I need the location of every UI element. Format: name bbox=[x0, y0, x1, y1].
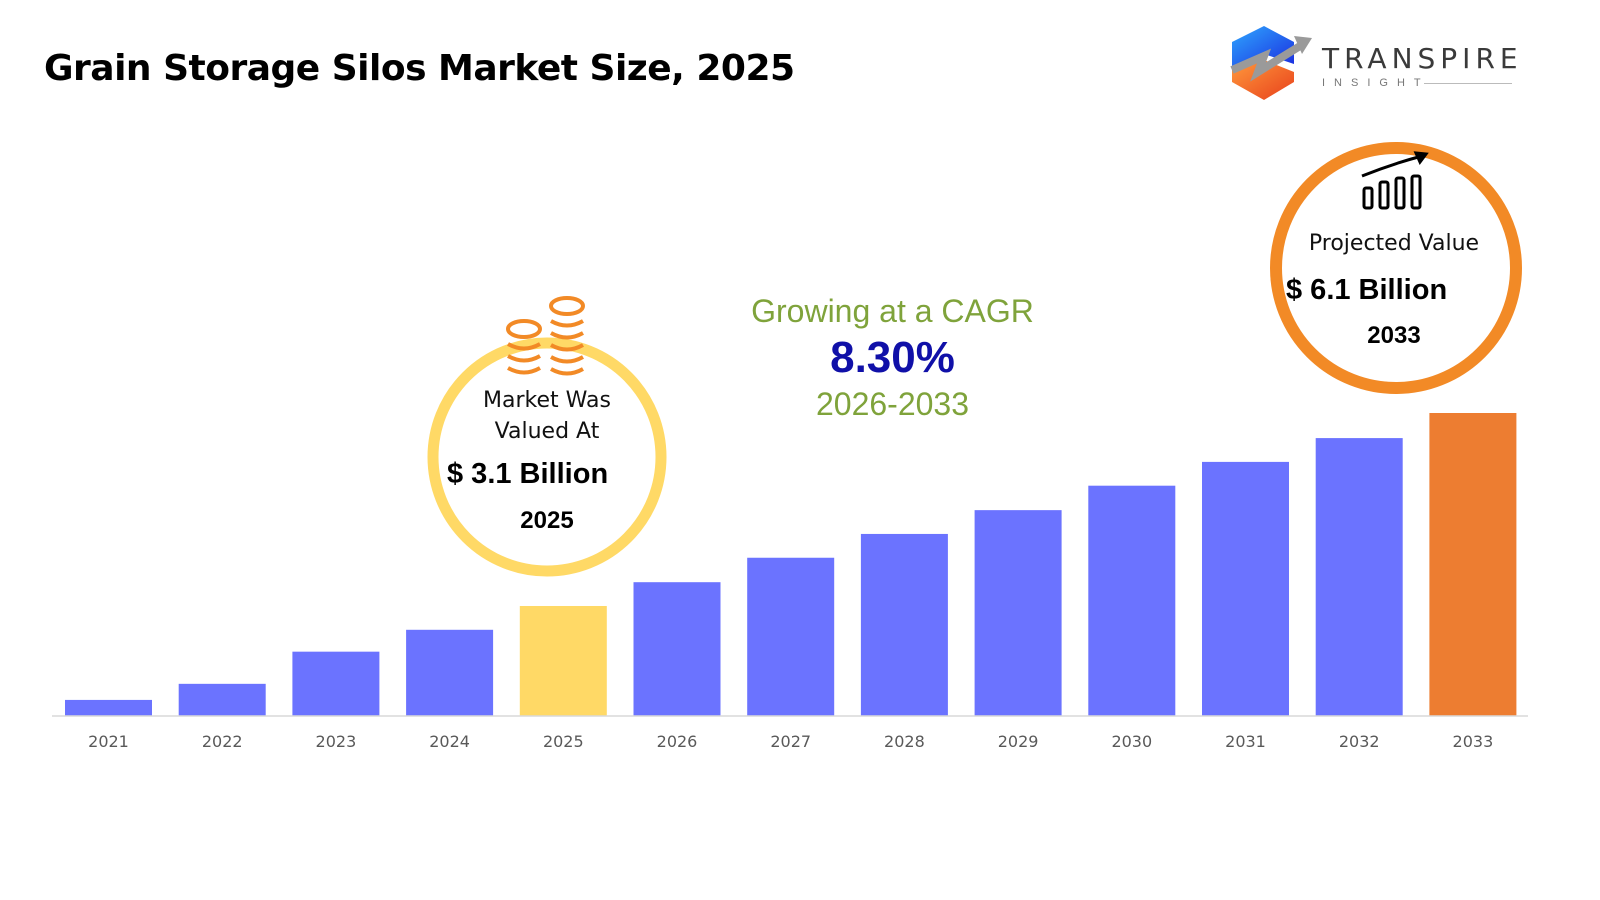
end-value-label: Projected Value bbox=[1308, 231, 1480, 256]
start-value-circle bbox=[427, 337, 667, 577]
bar-2033 bbox=[1429, 413, 1517, 716]
x-tick-label: 2022 bbox=[202, 732, 243, 751]
x-tick-label: 2027 bbox=[770, 732, 811, 751]
logo-subtitle: INSIGHT bbox=[1322, 77, 1430, 89]
x-tick-label: 2026 bbox=[657, 732, 698, 751]
cagr-label: Growing at a CAGR bbox=[751, 293, 1034, 329]
logo-divider bbox=[1424, 83, 1512, 84]
bar-2021 bbox=[65, 699, 152, 716]
transpire-logo-icon bbox=[1230, 26, 1312, 100]
x-tick-label: 2029 bbox=[998, 732, 1039, 751]
start-value-label: Market Was Valued At bbox=[483, 388, 611, 444]
bar-2028 bbox=[860, 533, 948, 716]
bar-2030 bbox=[1088, 485, 1176, 716]
bar-2026 bbox=[633, 582, 721, 716]
bar-2029 bbox=[974, 510, 1062, 716]
start-year: 2025 bbox=[520, 507, 574, 534]
bars-group bbox=[65, 413, 1517, 716]
cagr-period: 2026-2033 bbox=[815, 386, 970, 422]
bar-2024 bbox=[406, 629, 494, 716]
x-tick-label: 2031 bbox=[1225, 732, 1266, 751]
x-tick-label: 2025 bbox=[543, 732, 584, 751]
bar-2032 bbox=[1315, 438, 1403, 716]
x-tick-label: 2021 bbox=[88, 732, 129, 751]
x-tick-label: 2024 bbox=[429, 732, 470, 751]
x-tick-label: 2028 bbox=[884, 732, 925, 751]
bar-2025 bbox=[519, 605, 607, 716]
growth-bar-chart-icon bbox=[1361, 151, 1429, 210]
page-title: Grain Storage Silos Market Size, 2025 bbox=[44, 48, 795, 89]
cagr-value: 8.30% bbox=[830, 333, 955, 382]
x-tick-label: 2033 bbox=[1453, 732, 1494, 751]
bar-2027 bbox=[747, 557, 835, 716]
brand-logo: TRANSPIRE INSIGHT bbox=[1228, 24, 1528, 104]
end-value: $ 6.1 Billion bbox=[1286, 274, 1448, 306]
coin-stack-icon bbox=[506, 296, 585, 376]
x-tick-labels: 2021 2022 2023 2024 2025 2026 2027 2028 2029 2030… bbox=[88, 732, 1493, 751]
x-tick-label: 2032 bbox=[1339, 732, 1380, 751]
bar-2022 bbox=[178, 683, 266, 716]
bar-2023 bbox=[292, 651, 380, 716]
end-year: 2033 bbox=[1367, 322, 1421, 349]
end-value-circle bbox=[1270, 142, 1522, 394]
start-value: $ 3.1 Billion bbox=[447, 458, 609, 490]
x-tick-label: 2023 bbox=[316, 732, 357, 751]
logo-name: TRANSPIRE bbox=[1322, 42, 1523, 75]
x-tick-label: 2030 bbox=[1111, 732, 1152, 751]
bar-2031 bbox=[1202, 461, 1289, 716]
